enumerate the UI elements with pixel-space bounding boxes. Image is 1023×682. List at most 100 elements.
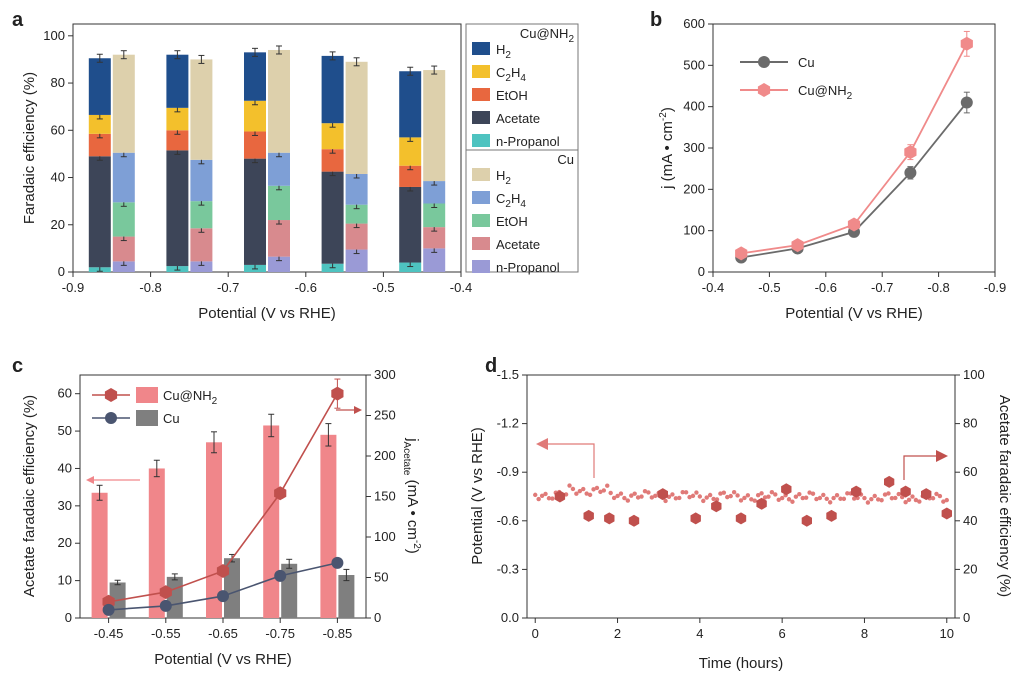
point-d-potential-65 [755,492,761,498]
point-d-potential-89 [838,496,843,501]
panel-b-x-axis-label: Potential (V vs RHE) [785,305,923,322]
bar-c-Cu@NH2-0 [91,492,108,618]
panel-b-y-label-close: ) [659,107,676,112]
point-d-potential-88 [834,492,840,498]
bar-a-Cu-H2-2 [268,49,290,153]
point-d-potential-33 [646,490,651,495]
point-d-potential-12 [574,491,579,496]
point-d-potential-91 [845,491,850,496]
point-d-fe-2 [604,512,615,525]
point-d-potential-21 [605,483,610,488]
point-d-fe-3 [628,514,640,527]
bar-a-Cu-C2H4-0 [112,152,135,203]
point-d-potential-71 [776,497,781,503]
panel-d-xtick-label-10: 10 [940,626,954,641]
panel-c-yrtick-label-50: 50 [374,570,388,585]
point-d-potential-96 [862,495,867,501]
bar-a-Cu@NH2-EtOH-0 [88,133,111,157]
panel-c-y-right-sup: -2 [411,540,422,549]
point-c-Cu-2 [217,590,229,603]
panel-c-yltick-label-60: 60 [58,386,72,401]
panel-c-xtick-label-2: -0.65 [208,626,238,641]
panel-c-right-axis-arrow [336,406,362,414]
bar-a-Cu-H2-0 [112,54,135,153]
panel-c-right-arrow-head [354,406,362,414]
legend-a-Cu-Acetate-swatch [472,237,490,250]
point-d-potential-100 [875,497,881,502]
point-d-potential-104 [889,496,895,501]
panel-c-xtick-label-3: -0.75 [265,626,295,641]
point-d-fe-14 [900,485,911,498]
point-d-potential-15 [584,491,589,496]
legend-a-Cu-n-Propanol-label-part-0: n-Propanol [496,260,560,275]
point-d-potential-117 [934,491,939,497]
bar-c-Cu@NH2-3 [263,425,280,618]
bar-a-Cu@NH2-H2-3 [321,55,344,124]
bar-a-Cu@NH2-C2H4-0 [88,114,111,134]
point-d-fe-9 [781,483,792,496]
bar-a-Cu@NH2-Acetate-0 [88,156,111,268]
panel-a-ytick-label-80: 80 [51,75,65,90]
legend-a-Cu@NH2-n-Propanol-swatch [472,134,490,147]
panel-c-yltick-label-0: 0 [65,610,72,625]
legend-a-Cu-H2-swatch [472,168,490,181]
legend-a-Cu@NH2-n-Propanol-label: n-Propanol [496,134,560,149]
panel-letter-b: b [650,9,662,31]
panel-c-ticks: -0.45 -0.55 -0.65 -0.75 -0.85 0 10 20 30 40 50 60 0 5… [58,367,396,641]
bar-a-Cu-C2H4-2 [268,152,290,186]
bar-a-Cu@NH2-H2-1 [166,54,189,108]
panel-d-yltick-label--0.3: -0.3 [497,561,519,576]
point-d-potential-72 [779,495,785,501]
panel-b-series [735,30,973,264]
panel-c-y-right-cm: cm [404,520,421,540]
legend-a-Cu@NH2-C2H4-label-part-1: 2 [505,73,511,84]
point-c-Cu-4 [331,556,344,569]
panel-d-xtick-label-8: 8 [861,626,868,641]
panel-d-yrtick-label-80: 80 [963,416,977,431]
legend-a-Cu-C2H4-label-part-2: H [511,191,520,206]
panel-d-yrtick-label-0: 0 [963,610,970,625]
legend-a-Cu@NH2-C2H4-label: C2H4 [496,65,526,84]
point-d-potential-49 [701,498,706,504]
panel-letter-d: d [485,355,497,377]
point-d-potential-31 [639,494,644,499]
point-d-potential-67 [762,495,768,500]
panel-d-left-arrow-head [536,438,548,450]
bar-a-Cu@NH2-EtOH-1 [166,130,189,151]
panel-b-xtick-label--0.9: -0.9 [984,280,1006,295]
panel-d-chart: 0 2 4 6 8 10 0.0 -0.3 -0.6 -0.9 -1.2 -1.5 0 20 40 60 80 1… [469,367,1013,672]
bar-a-Cu-Acetate-4 [423,227,446,249]
point-c-Cu-0 [102,603,115,616]
panel-c-legend-cu-bar [136,410,158,426]
legend-a-Cu@NH2-C2H4-swatch [472,65,490,78]
point-d-potential-27 [625,498,631,503]
bar-c-Cu@NH2-4 [320,434,337,618]
panel-b-legend-cunh2-label: Cu@NH2 [798,83,853,102]
legend-a-Cu-EtOH-label: EtOH [496,214,528,229]
point-d-potential-66 [759,491,764,496]
panel-d-xtick-label-4: 4 [696,626,703,641]
bar-a-Cu@NH2-C2H4-3 [321,123,344,150]
legend-a-Cu@NH2-Acetate-label: Acetate [496,111,540,126]
point-d-potential-86 [827,500,833,505]
bar-a-Cu-n-Propanol-4 [423,248,446,272]
point-d-potential-24 [615,493,620,499]
point-d-fe-11 [826,509,837,522]
point-d-potential-48 [697,494,703,499]
panel-c-legend-cunh2-main: Cu@NH [163,388,212,403]
legend-a-Cu-n-Propanol-swatch [472,260,490,273]
panel-c-chart: -0.45 -0.55 -0.65 -0.75 -0.85 0 10 20 30 40 50 60 0 5… [21,367,422,668]
panel-c-legend-cunh2-sub: 2 [212,396,218,407]
point-d-fe-10 [801,514,812,527]
panel-b-ticks: -0.4 -0.5 -0.6 -0.7 -0.8 -0.9 0 100 200 300 400 500… [683,16,1006,295]
panel-b-xtick-label--0.4: -0.4 [702,280,724,295]
point-d-potential-118 [937,493,943,499]
legend-a-Cu-C2H4-label-part-3: 4 [520,199,526,210]
panel-letter-c: c [12,355,23,377]
point-d-potential-120 [944,497,949,503]
point-d-potential-54 [718,491,723,496]
panel-b-y-label-cm: cm [659,121,676,141]
point-d-potential-23 [611,495,617,501]
point-d-potential-32 [642,488,648,494]
panel-c-yrtick-label-250: 250 [374,408,396,423]
